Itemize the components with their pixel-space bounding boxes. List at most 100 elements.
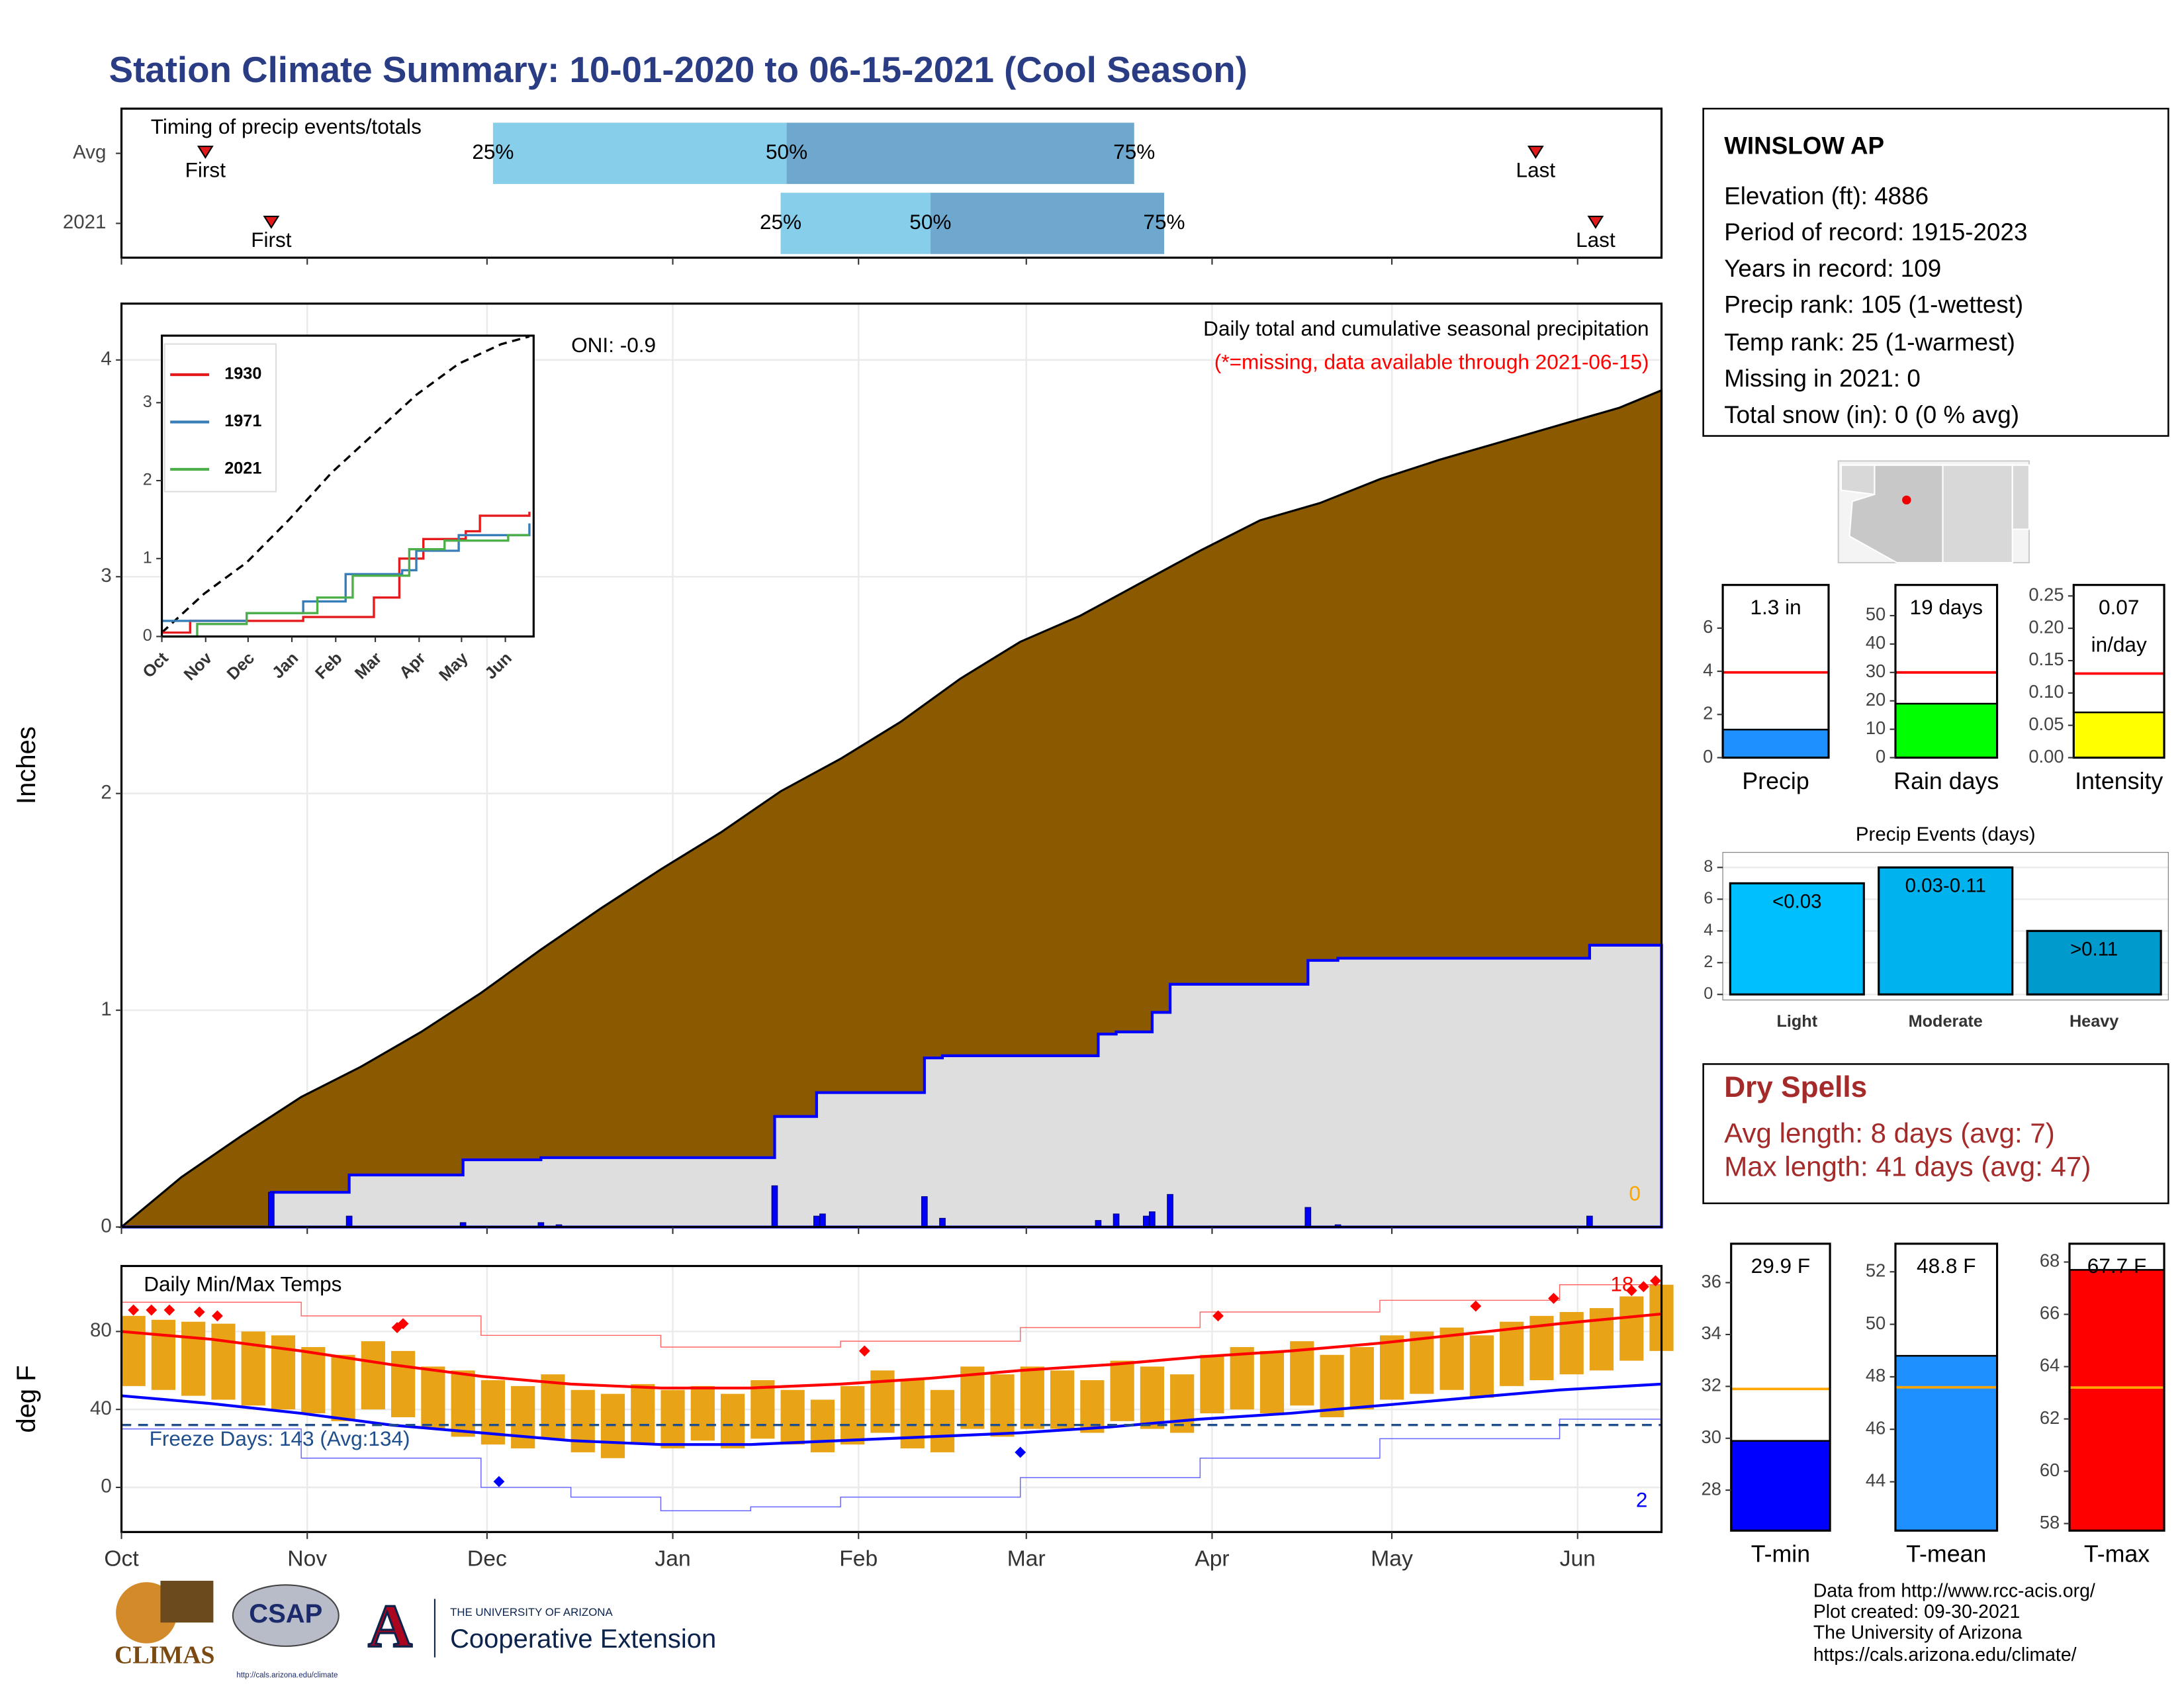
locator-map xyxy=(1837,460,2030,564)
y-tick-label: 40 xyxy=(1866,632,1886,653)
value-label: 0.07 xyxy=(2099,595,2139,619)
daily-precip-bar xyxy=(1304,1207,1312,1228)
legend-label: 2021 xyxy=(224,459,261,478)
record-marker xyxy=(1470,1300,1482,1312)
panel-border xyxy=(120,1264,1663,1533)
info-line: Elevation (ft): 4886 xyxy=(1724,182,1929,209)
quantile-label: 25% xyxy=(760,210,801,234)
y-tick-label: 0.20 xyxy=(2028,616,2064,637)
y-tick-label: 0.25 xyxy=(2028,584,2064,604)
x-tick-label: Moderate xyxy=(1909,1012,1983,1031)
panel-border xyxy=(160,334,535,638)
daily-precip-bar xyxy=(1586,1215,1593,1228)
quartile-bar xyxy=(492,122,787,184)
y-tick-label: 66 xyxy=(2040,1303,2060,1323)
record-marker xyxy=(1650,1275,1661,1287)
panel-border xyxy=(2072,584,2165,759)
x-tick-label: Nov xyxy=(287,1546,327,1571)
logo-text: Cooperative Extension xyxy=(450,1624,716,1654)
y-tick-label: 3 xyxy=(101,565,111,586)
daily-precip-bar xyxy=(939,1217,946,1228)
y-tick-label: 4 xyxy=(1703,659,1713,680)
record-marker xyxy=(493,1476,505,1487)
temp-range-bar xyxy=(121,1315,146,1386)
value-label: 29.9 F xyxy=(1751,1254,1810,1278)
temp-range-bar xyxy=(1439,1327,1464,1390)
logo-text: THE UNIVERSITY OF ARIZONA xyxy=(450,1606,613,1618)
map-state xyxy=(2011,464,2030,530)
y-tick-label: 6 xyxy=(1704,889,1713,908)
temp-range-bar xyxy=(960,1366,985,1429)
panel-title: Daily Min/Max Temps xyxy=(144,1272,341,1295)
x-axis-title: T-max xyxy=(2084,1541,2150,1568)
y-tick-label: 3 xyxy=(143,393,152,411)
logo-shape xyxy=(232,1584,340,1647)
daily-precip-bar xyxy=(819,1213,826,1228)
y-tick-label: 52 xyxy=(1866,1260,1886,1280)
dry-spell-line: Avg length: 8 days (avg: 7) xyxy=(1724,1117,2055,1149)
gauge-bar xyxy=(1894,1354,1998,1532)
bin-label: >0.11 xyxy=(2070,939,2118,961)
gauge-bar xyxy=(1894,702,1998,759)
event-label: First xyxy=(185,158,226,181)
quantile-label: 50% xyxy=(766,140,807,164)
temp-range-bar xyxy=(930,1389,955,1452)
row-label: 2021 xyxy=(63,211,107,233)
event-bar xyxy=(1878,866,2014,996)
event-label: First xyxy=(251,228,292,252)
y-tick-label: 0 xyxy=(101,1476,111,1497)
x-tick-label: Feb xyxy=(839,1546,878,1571)
station-name: WINSLOW AP xyxy=(1724,132,1884,160)
footer-logos: CLIMAS CSAP http://cals.arizona.edu/clim… xyxy=(114,1580,716,1679)
y-tick-label: 2 xyxy=(1703,703,1713,724)
row-label: Avg xyxy=(73,141,106,163)
temp-range-bar xyxy=(451,1370,475,1437)
quantile-label: 50% xyxy=(909,210,951,234)
temp-range-bar xyxy=(390,1350,416,1417)
panel-title: Timing of precip events/totals xyxy=(151,115,422,138)
panel-title: Daily total and cumulative seasonal prec… xyxy=(1203,316,1649,340)
y-tick-label: 68 xyxy=(2040,1250,2060,1271)
event-marker xyxy=(263,215,280,229)
y-tick-label: 62 xyxy=(2040,1407,2060,1428)
y-tick-label: 30 xyxy=(1702,1427,1721,1447)
page-title: Station Climate Summary: 10-01-2020 to 0… xyxy=(109,49,1248,90)
info-line: Period of record: 1915-2023 xyxy=(1724,218,2027,246)
info-line: Total snow (in): 0 (0 % avg) xyxy=(1724,401,2019,428)
unit-label: in/day xyxy=(2091,633,2147,657)
record-count: 2 xyxy=(1636,1487,1648,1511)
y-tick-label: 50 xyxy=(1866,604,1886,624)
logo-text: CLIMAS xyxy=(114,1641,214,1669)
y-tick-label: 0 xyxy=(101,1215,111,1237)
y-tick-label: 0.15 xyxy=(2028,649,2064,669)
temp-range-bar xyxy=(1110,1360,1134,1421)
event-marker xyxy=(197,146,214,159)
dry-spell-title: Dry Spells xyxy=(1724,1071,1867,1103)
daily-precip-bar xyxy=(921,1196,928,1228)
event-bar xyxy=(1729,882,1865,996)
y-tick-label: 60 xyxy=(2040,1460,2060,1480)
panel-border xyxy=(1730,1243,1831,1532)
bin-label: <0.03 xyxy=(1772,891,1822,913)
panel-border xyxy=(1894,1243,1999,1532)
credit-line: https://cals.arizona.edu/climate/ xyxy=(1813,1644,2077,1665)
daily-precip-bar xyxy=(771,1185,778,1228)
info-line: Temp rank: 25 (1-warmest) xyxy=(1724,328,2015,355)
temp-range-bar xyxy=(331,1354,355,1421)
event-marker xyxy=(1527,146,1544,159)
temp-range-bar xyxy=(1140,1366,1165,1429)
temp-line xyxy=(121,1276,1662,1348)
temp-range-bar xyxy=(151,1319,176,1390)
value-label: 19 days xyxy=(1910,595,1983,619)
inset-line xyxy=(161,512,531,634)
legend-label: 1930 xyxy=(224,365,261,383)
temp-range-bar xyxy=(570,1389,595,1452)
temp-range-bar xyxy=(1170,1374,1195,1433)
gauge-bar xyxy=(2068,1269,2165,1532)
credit-line: Plot created: 09-30-2021 xyxy=(1813,1601,2021,1622)
temp-range-bar xyxy=(990,1374,1015,1437)
y-tick-label: 0 xyxy=(1876,746,1886,767)
y-tick-label: 80 xyxy=(90,1319,112,1341)
y-tick-label: 48 xyxy=(1866,1365,1886,1385)
